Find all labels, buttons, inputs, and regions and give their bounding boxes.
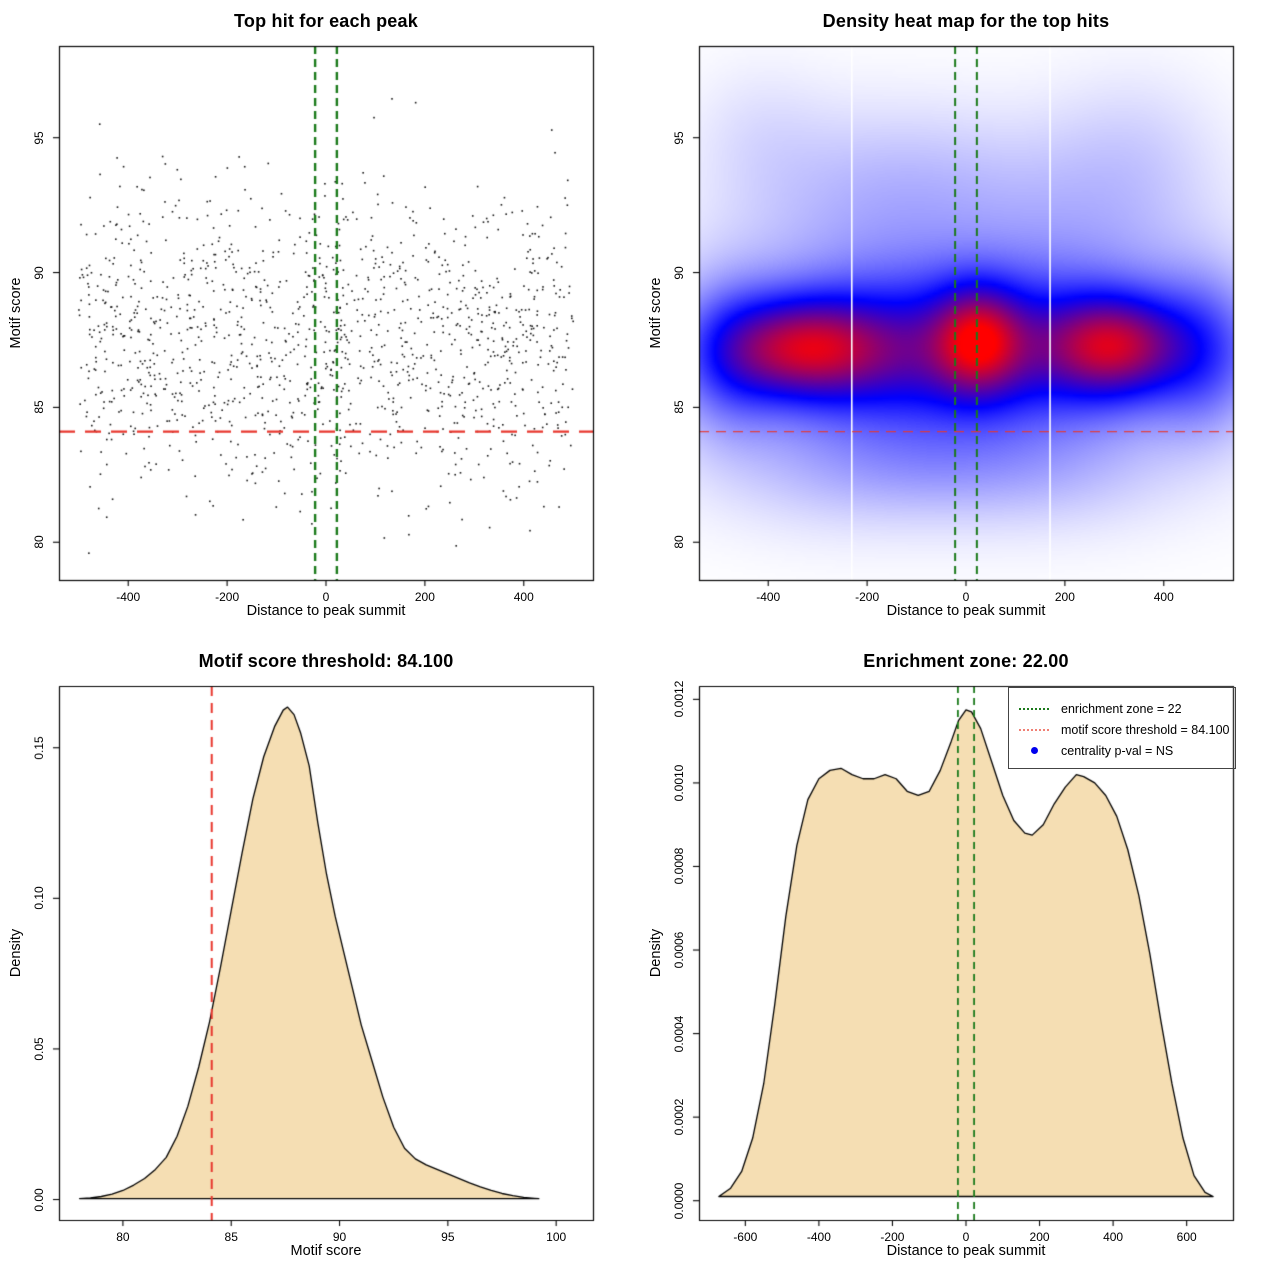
panel-motif-score-density: Motif score threshold: 84.100 Motif scor… [0, 640, 640, 1280]
density-plot-canvas [0, 640, 640, 1280]
y-tick-label: 0.0010 [672, 764, 686, 802]
x-tick-label: 95 [441, 1230, 455, 1244]
y-tick-label: 90 [672, 265, 686, 280]
panel-title: Motif score threshold: 84.100 [198, 651, 454, 671]
y-axis-label: Density [8, 928, 24, 978]
green-dotted-line-icon [1019, 707, 1049, 710]
y-tick-label: 0.05 [32, 1037, 46, 1061]
y-tick-label: 95 [32, 131, 46, 145]
x-axis-label: Distance to peak summit [886, 603, 1046, 619]
x-tick-label: 85 [224, 1230, 238, 1244]
y-tick-label: 0.10 [32, 886, 46, 911]
y-axis-label: Motif score [648, 277, 664, 349]
legend-row-score-threshold: motif score threshold = 84.100 [1019, 719, 1235, 740]
legend-label: enrichment zone = 22 [1061, 701, 1182, 716]
panel-title: Top hit for each peak [234, 11, 418, 31]
y-tick-label: 95 [672, 131, 686, 145]
x-tick-label: -200 [880, 1230, 905, 1244]
x-tick-label: 200 [414, 590, 435, 604]
panel-top-hit-scatter: Top hit for each peak Distance to peak s… [0, 0, 640, 640]
x-tick-label: 0 [962, 1230, 970, 1244]
x-tick-label: -200 [215, 590, 240, 604]
x-tick-label: 400 [1153, 590, 1174, 604]
y-tick-label: 0.0012 [672, 681, 686, 718]
panel-title: Enrichment zone: 22.00 [863, 651, 1069, 671]
y-tick-label: 0.0006 [672, 931, 686, 969]
y-tick-label: 0.0004 [672, 1015, 686, 1052]
blue-dot-icon [1019, 747, 1049, 754]
y-tick-label: 80 [32, 535, 46, 549]
x-axis-label: Distance to peak summit [886, 1243, 1046, 1259]
y-tick-label: 0.0000 [672, 1182, 686, 1220]
y-tick-label: 80 [672, 535, 686, 549]
y-tick-label: 0.15 [32, 736, 46, 760]
panel-density-heatmap: Density heat map for the top hits Distan… [640, 0, 1280, 640]
legend-label: centrality p-val = NS [1061, 743, 1174, 758]
x-tick-label: -400 [116, 590, 141, 604]
x-axis-label: Distance to peak summit [246, 603, 406, 619]
x-axis-label: Motif score [290, 1243, 362, 1259]
scatter-plot-canvas [0, 0, 640, 640]
y-tick-label: 0.0008 [672, 848, 686, 885]
panel-distance-density: Enrichment zone: 22.00 Distance to peak … [640, 640, 1280, 1280]
x-tick-label: 600 [1176, 1230, 1197, 1244]
y-tick-label: 90 [32, 265, 46, 280]
y-tick-label: 85 [672, 400, 686, 415]
density-plot-canvas [640, 640, 1280, 1280]
x-tick-label: 400 [513, 590, 534, 604]
plot-legend: enrichment zone = 22 motif score thresho… [1008, 687, 1236, 769]
x-tick-label: -600 [733, 1230, 758, 1244]
x-tick-label: 200 [1029, 1230, 1050, 1244]
x-tick-label: -400 [806, 1230, 831, 1244]
x-tick-label: 0 [322, 590, 330, 604]
red-dotted-line-icon [1019, 728, 1049, 731]
y-tick-label: 0.0002 [672, 1098, 686, 1136]
y-axis-label: Motif score [8, 277, 24, 349]
y-axis-label: Density [648, 928, 664, 978]
x-tick-label: 80 [116, 1230, 130, 1244]
x-tick-label: -200 [855, 590, 880, 604]
y-tick-label: 85 [32, 400, 46, 415]
x-tick-label: 200 [1054, 590, 1075, 604]
legend-label: motif score threshold = 84.100 [1061, 722, 1230, 737]
y-tick-label: 0.00 [32, 1187, 46, 1212]
x-tick-label: -400 [756, 590, 781, 604]
legend-row-enrichment-zone: enrichment zone = 22 [1019, 698, 1235, 719]
panel-title: Density heat map for the top hits [822, 11, 1110, 31]
x-tick-label: 90 [332, 1230, 347, 1244]
x-tick-label: 100 [546, 1230, 567, 1244]
x-tick-label: 0 [962, 590, 970, 604]
heatmap-canvas [640, 0, 1280, 640]
x-tick-label: 400 [1103, 1230, 1124, 1244]
legend-row-centrality-pval: centrality p-val = NS [1019, 740, 1235, 761]
